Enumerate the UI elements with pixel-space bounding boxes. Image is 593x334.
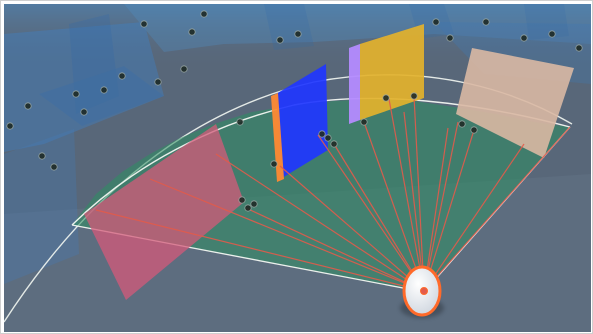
scene-node — [548, 30, 556, 38]
scene-viewport — [4, 4, 591, 332]
agent-origin — [420, 287, 428, 295]
scene-node — [188, 28, 196, 36]
ray-line — [215, 153, 425, 292]
scene-node — [200, 10, 208, 18]
scene-node — [446, 34, 454, 42]
scene-node — [236, 118, 244, 126]
scene-node — [482, 18, 490, 26]
ray-line — [317, 134, 425, 292]
ray-line — [413, 95, 425, 292]
panel-yellow — [360, 24, 424, 120]
scene-node — [140, 20, 148, 28]
scene-node — [154, 78, 162, 86]
ray-line — [363, 121, 425, 292]
ray-line — [333, 143, 425, 292]
scene-node — [180, 65, 188, 73]
scene-node — [470, 126, 478, 134]
ray-line — [423, 143, 525, 292]
scene-node — [24, 102, 32, 110]
wall-top-long — [124, 4, 591, 52]
scene-node — [330, 140, 338, 148]
scene-node — [432, 18, 440, 26]
nodes-group — [6, 10, 583, 212]
scene-node — [118, 72, 126, 80]
scene-node — [276, 36, 284, 44]
scene-node — [50, 163, 58, 171]
scene-node — [318, 130, 326, 138]
scene-node — [382, 94, 390, 102]
ray-line — [423, 129, 475, 292]
panels-group — [84, 24, 574, 300]
scene-node — [324, 134, 332, 142]
scene-node — [238, 196, 246, 204]
panel-purple — [349, 44, 360, 124]
ray-line — [403, 111, 425, 292]
scene-node — [100, 86, 108, 94]
panel-blue-edge — [271, 93, 284, 182]
scene-node — [575, 44, 583, 52]
scene-node — [72, 90, 80, 98]
scene-node — [250, 200, 258, 208]
wall-column-2 — [264, 4, 314, 50]
ray-line — [423, 127, 449, 292]
wall-column-4 — [524, 4, 569, 40]
panel-blue — [276, 64, 328, 178]
wall-left-inner — [39, 66, 164, 126]
panel-red — [84, 124, 244, 300]
scene-node — [410, 92, 418, 100]
rays-group — [95, 95, 571, 292]
ray-line — [423, 121, 459, 292]
scene-node — [270, 160, 278, 168]
ray-line — [388, 98, 425, 292]
scene-node — [360, 118, 368, 126]
ray-line — [423, 126, 571, 292]
scene-node — [6, 122, 14, 130]
scene-node — [458, 120, 466, 128]
3d-scene — [4, 4, 591, 332]
ray-line — [95, 209, 425, 292]
panel-beige — [456, 48, 574, 158]
agent — [400, 265, 444, 318]
wall-left-slab — [4, 22, 164, 152]
scene-node — [38, 152, 46, 160]
scene-node — [244, 204, 252, 212]
scene-node — [80, 108, 88, 116]
scene-node — [520, 34, 528, 42]
scene-node — [294, 30, 302, 38]
ray-line — [149, 178, 425, 292]
ray-line — [279, 165, 425, 292]
ray-line — [245, 207, 425, 292]
